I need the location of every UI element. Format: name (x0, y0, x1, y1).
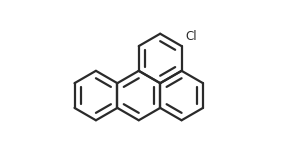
Text: Cl: Cl (185, 30, 197, 43)
